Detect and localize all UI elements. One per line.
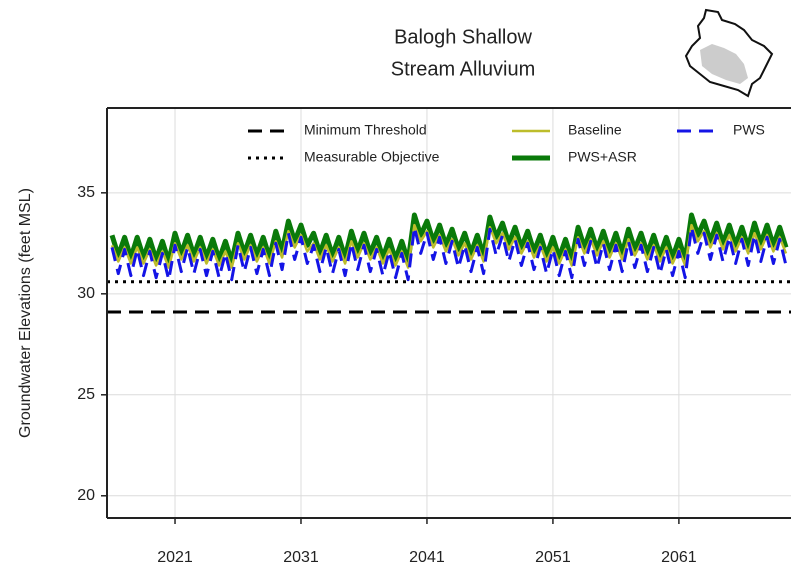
- y-tick-label: 30: [77, 285, 95, 302]
- y-axis-label: Groundwater Elevations (feet MSL): [17, 188, 34, 438]
- series-line: [110, 225, 788, 282]
- x-tick-label: 2041: [409, 549, 445, 566]
- y-tick-label: 20: [77, 487, 95, 504]
- legend-label: Baseline: [568, 122, 622, 138]
- series-line: [109, 212, 789, 264]
- legend-label: Minimum Threshold: [304, 122, 427, 138]
- legend-label: PWS+ASR: [568, 149, 637, 165]
- legend: Minimum Threshold Measurable Objective Bas…: [248, 122, 765, 165]
- legend-label: PWS: [733, 122, 765, 138]
- inset-area: [700, 44, 748, 84]
- series-line: [110, 223, 788, 269]
- inset-map: [684, 8, 774, 98]
- x-tick-label: 2061: [661, 549, 697, 566]
- x-tick-label: 2021: [157, 549, 193, 566]
- y-tick-label: 35: [77, 184, 95, 201]
- chart-title: Stream Alluvium: [391, 58, 536, 80]
- x-tick-label: 2051: [535, 549, 571, 566]
- x-tick-label: 2031: [283, 549, 319, 566]
- y-tick-label: 25: [77, 386, 95, 403]
- legend-label: Measurable Objective: [304, 149, 440, 165]
- chart-title: Balogh Shallow: [394, 26, 532, 48]
